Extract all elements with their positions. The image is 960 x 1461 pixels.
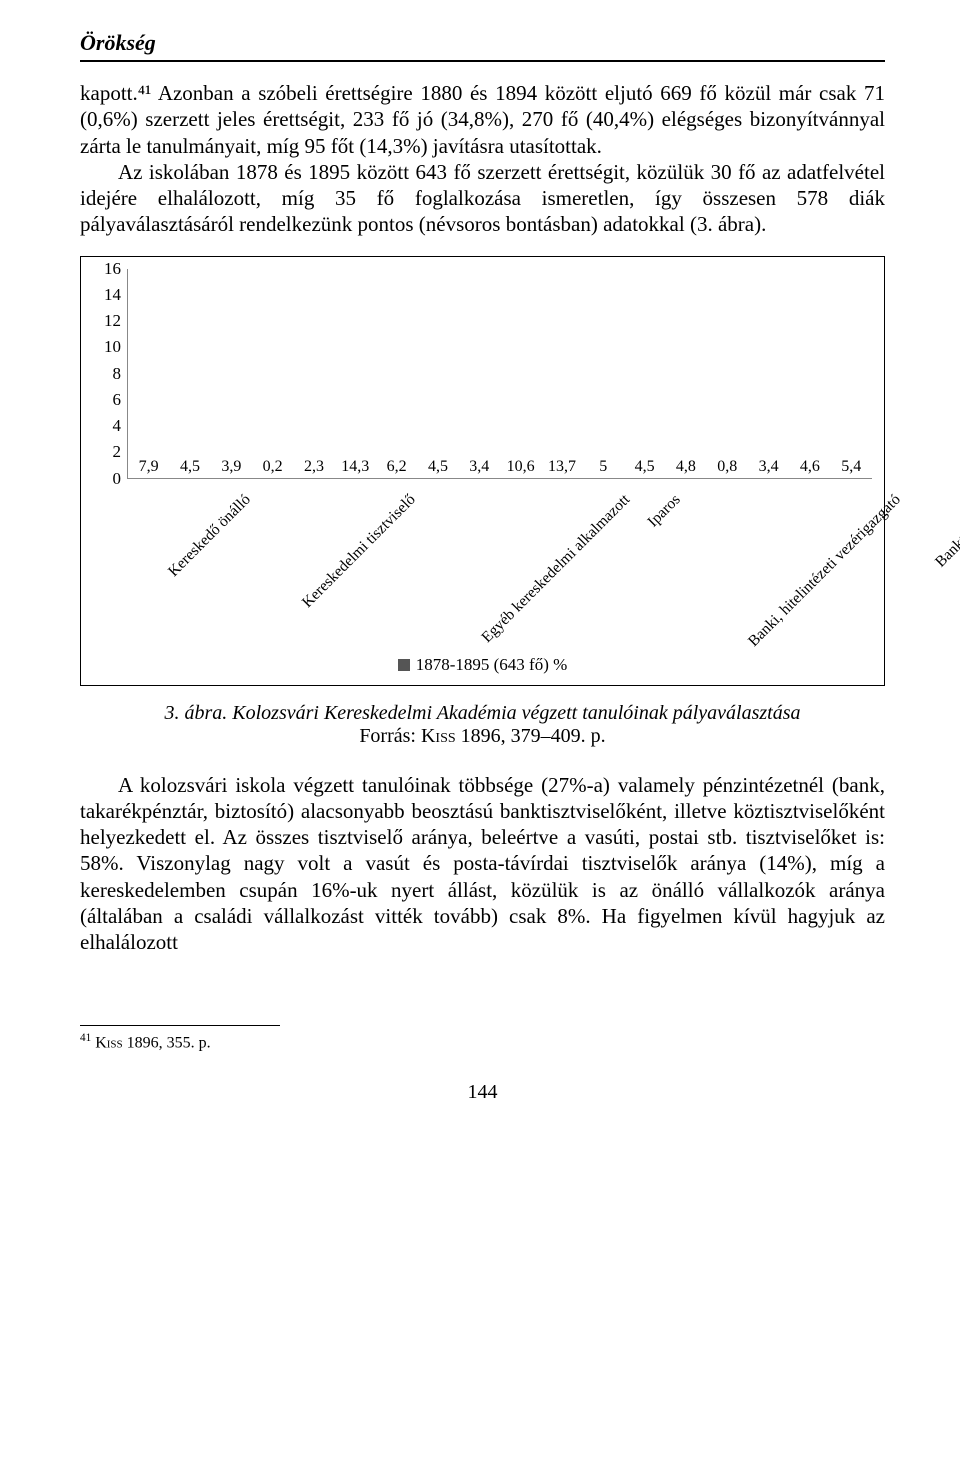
bar-wrap: 5 <box>589 458 618 478</box>
header-rule <box>80 60 885 62</box>
bars-container: 7,9 4,5 3,9 0,2 2,3 14,3 6,2 4,5 3,4 10,6 13,7 5 4,5… <box>128 269 872 478</box>
bar-value-label: 4,5 <box>180 458 200 476</box>
bar-value-label: 4,5 <box>428 458 448 476</box>
bar-wrap: 3,4 <box>754 458 783 478</box>
bar-value-label: 10,6 <box>507 458 535 476</box>
y-tick: 2 <box>113 442 122 462</box>
bar-value-label: 3,4 <box>469 458 489 476</box>
bar-wrap: 3,4 <box>465 458 494 478</box>
bar-wrap: 4,5 <box>175 458 204 478</box>
bar-value-label: 13,7 <box>548 458 576 476</box>
bar-wrap: 0,8 <box>713 458 742 478</box>
y-tick: 8 <box>113 364 122 384</box>
chart-frame: 0246810121416 7,94,53,90,22,314,36,24,53… <box>80 256 885 686</box>
y-tick: 14 <box>104 285 121 305</box>
bar-value-label: 4,5 <box>635 458 655 476</box>
footnote-source: Kiss <box>95 1035 122 1052</box>
running-head: Örökség <box>80 30 885 56</box>
x-category-label: Kereskedelmi tisztviselő <box>299 491 527 719</box>
bar-wrap: 2,3 <box>299 458 328 478</box>
bar-value-label: 0,2 <box>263 458 283 476</box>
paragraph-1: kapott.⁴¹ Azonban a szóbeli érettségire … <box>80 80 885 159</box>
y-tick: 4 <box>113 416 122 436</box>
caption-line-1: 3. ábra. Kolozsvári Kereskedelmi Akadémi… <box>80 702 885 725</box>
figure-caption: 3. ábra. Kolozsvári Kereskedelmi Akadémi… <box>80 702 885 748</box>
page: Örökség kapott.⁴¹ Azonban a szóbeli éret… <box>0 0 960 1144</box>
x-axis-labels: Kereskedő önállóKereskedelmi tisztviselő… <box>93 479 872 649</box>
bar-wrap: 4,6 <box>795 458 824 478</box>
caption-prefix: 3. ábra. <box>164 702 232 724</box>
caption-italic: Kolozsvári Kereskedelmi Akadémia végzett… <box>232 702 800 724</box>
bar-value-label: 2,3 <box>304 458 324 476</box>
y-tick: 10 <box>104 337 121 357</box>
plot-area: 7,9 4,5 3,9 0,2 2,3 14,3 6,2 4,5 3,4 10,6 13,7 5 4,5… <box>127 269 872 479</box>
footnote: 41 Kiss 1896, 355. p. <box>80 1032 885 1052</box>
paragraph-3: A kolozsvári iskola végzett tanulóinak t… <box>80 772 885 956</box>
paragraph-2: Az iskolában 1878 és 1895 között 643 fő … <box>80 159 885 238</box>
y-tick: 12 <box>104 311 121 331</box>
bar-wrap: 4,5 <box>423 458 452 478</box>
y-axis: 0246810121416 <box>93 269 127 479</box>
bar-wrap: 4,8 <box>671 458 700 478</box>
bar-value-label: 0,8 <box>717 458 737 476</box>
bar-value-label: 4,8 <box>676 458 696 476</box>
body-text: kapott.⁴¹ Azonban a szóbeli érettségire … <box>80 80 885 238</box>
bar-value-label: 3,4 <box>759 458 779 476</box>
footnote-rest: 1896, 355. p. <box>123 1035 211 1052</box>
bar-wrap: 0,2 <box>258 458 287 478</box>
bar-wrap: 5,4 <box>837 458 866 478</box>
page-number: 144 <box>80 1081 885 1104</box>
bar-value-label: 14,3 <box>341 458 369 476</box>
bar-wrap: 3,9 <box>217 458 246 478</box>
bar-wrap: 13,7 <box>547 458 576 478</box>
bar-value-label: 4,6 <box>800 458 820 476</box>
footnote-rule <box>80 1025 280 1026</box>
bar-wrap: 14,3 <box>341 458 370 478</box>
bar-value-label: 3,9 <box>221 458 241 476</box>
bar-value-label: 7,9 <box>139 458 159 476</box>
caption-source: Kiss <box>421 725 456 747</box>
y-tick: 16 <box>104 259 121 279</box>
bar-value-label: 5,4 <box>841 458 861 476</box>
bar-wrap: 7,9 <box>134 458 163 478</box>
bar-value-label: 6,2 <box>387 458 407 476</box>
footnote-number: 41 <box>80 1032 91 1044</box>
chart-legend: 1878-1895 (643 fő) % <box>93 655 872 675</box>
bar-wrap: 4,5 <box>630 458 659 478</box>
y-tick: 6 <box>113 390 122 410</box>
body-text-2: A kolozsvári iskola végzett tanulóinak t… <box>80 772 885 956</box>
bar-chart: 0246810121416 7,94,53,90,22,314,36,24,53… <box>93 269 872 479</box>
bar-value-label: 5 <box>599 458 607 476</box>
bar-wrap: 6,2 <box>382 458 411 478</box>
caption-line-2: Forrás: Kiss 1896, 379–409. p. <box>80 725 885 748</box>
caption-source-prefix: Forrás: <box>359 725 421 747</box>
bar-wrap: 10,6 <box>506 458 535 478</box>
